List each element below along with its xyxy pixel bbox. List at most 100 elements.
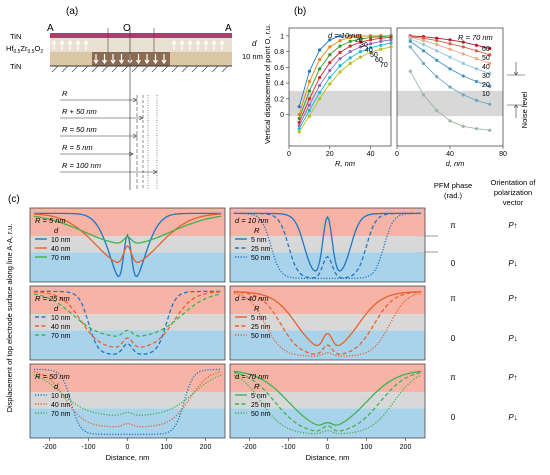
b2-point [474,127,479,131]
b2-noise-band [397,90,503,117]
c4-legend-label-2: 25 nm [251,324,271,331]
b1-ytick-label: 0 [280,112,284,119]
c3-legend-label-3: 70 nm [51,333,71,340]
b1-point [318,83,322,88]
b2-point [435,49,439,53]
b2-point [488,72,492,76]
b2-point [461,93,465,97]
b1-point [389,35,393,40]
c2-curve-1 [233,212,422,272]
b2-point [488,61,492,65]
b2-point [408,69,412,73]
up-arrow [203,39,209,50]
c6-legend-sub: R [254,382,260,391]
radius-label-4: R = 5 nm [62,143,93,152]
top-electrode-label: TiN [10,32,21,41]
b2-point [488,128,492,132]
c2-curve-3 [233,212,422,280]
c2-frame [229,207,426,283]
c2-legend-title: d = 10 nm [235,216,269,225]
b2-point [435,109,439,113]
b2-point [474,67,479,71]
b2-point [408,39,412,43]
c6-legend-label-1: 5 nm [251,393,267,400]
down-arrow [153,54,158,65]
b1-point [307,69,311,73]
b2-point [448,47,452,51]
b1-point [358,55,362,59]
top-electrode [50,33,232,38]
c1-frame [29,207,226,283]
b2-point [488,53,492,57]
b1-annotation: d = 10 nm [328,31,362,40]
b1-point [338,50,342,54]
b1-tag: 40 [365,47,373,54]
down-arrow [144,54,150,65]
b2-point [488,46,492,51]
b1-point [318,90,322,95]
radius-label-2: R + 50 nm [62,107,97,116]
b1-point [348,50,352,54]
b1-tag: 20 [355,37,363,44]
b2-point [474,57,479,61]
b1-point [297,123,301,128]
b1-point [389,41,393,45]
c1-curve-3 [33,215,222,244]
b1-point [348,35,352,40]
c6-xtick-label: -100 [281,444,295,451]
radius-arrowhead-2 [138,115,144,121]
c5-xtick-label: 0 [126,444,130,451]
schematic: TiN Hf0.5Zr0.5O2 TiN A O A d 10 nm R R +… [6,23,263,190]
b2-point [421,42,426,47]
phase-header-2: (rad.) [444,191,462,200]
c6-legend-label-3: 50 nm [251,411,271,418]
b1-point [338,34,342,38]
ferroelectric-layer [50,38,232,52]
c1-band-blue [30,252,225,282]
b1-point [338,44,342,48]
pfm-phase-4: 0 [451,334,456,343]
c4-legend-sub: R [254,304,260,313]
b1-point [348,61,352,65]
b1-point [307,109,311,113]
b1-point [369,35,373,40]
c4-legend-label-1: 5 nm [251,315,267,322]
c2-legend-label-1: 5 nm [251,237,267,244]
c3-curve-3 [33,293,222,337]
b1-point [338,64,342,68]
b1-point [297,127,301,131]
b1-ytick-label: 0.2 [274,96,284,103]
b1-point [369,46,373,50]
b1-point [379,43,383,47]
c3-curve-2 [33,291,222,348]
b1-ytick-label: 0.4 [274,81,284,88]
c6-curve-2 [233,371,422,432]
b2-tag: 60 [482,46,490,53]
radius-arrowhead-3 [132,133,138,139]
b1-frame [288,27,392,147]
up-arrow [219,39,225,50]
c5-xtick-label: 200 [200,444,212,451]
b1-point [328,82,332,86]
down-arrow [102,54,107,65]
down-arrow [119,54,124,65]
b2-point [461,52,465,56]
c4-frame [229,285,426,361]
down-arrow [110,54,116,65]
radius-arrowhead-1 [132,97,138,103]
substrate-hatch [51,65,229,73]
c1-legend-label-2: 40 nm [51,246,71,253]
c1-curve-1 [33,212,222,278]
b1-point [297,116,301,121]
b2-point [435,36,439,40]
c3-legend-label-2: 40 nm [51,324,71,331]
thickness-value: 10 nm [242,52,263,61]
b2-point [448,55,452,59]
c6-curve-3 [233,374,422,435]
c5-xtick-label: 100 [161,444,173,451]
up-arrow [51,39,57,50]
b2-point [421,36,426,40]
c6-xlabel: Distance, nm [306,453,350,462]
panel-label-b: (b) [294,6,306,17]
